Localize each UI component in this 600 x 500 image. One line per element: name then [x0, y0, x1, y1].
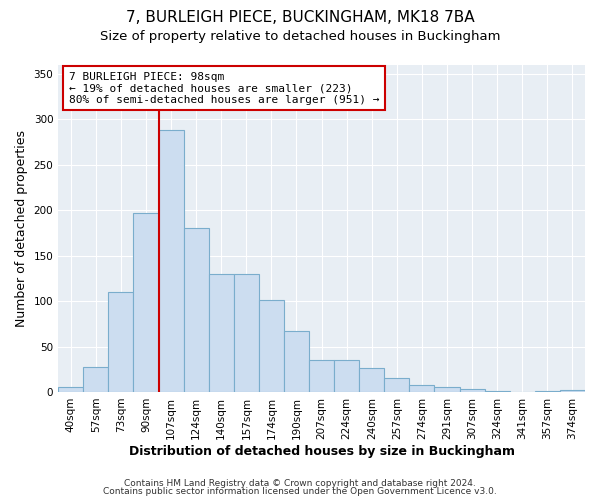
Text: 7, BURLEIGH PIECE, BUCKINGHAM, MK18 7BA: 7, BURLEIGH PIECE, BUCKINGHAM, MK18 7BA: [125, 10, 475, 25]
Bar: [83, 366, 109, 392]
Bar: [409, 384, 434, 392]
Bar: [209, 274, 234, 392]
Bar: [434, 388, 460, 392]
X-axis label: Distribution of detached houses by size in Buckingham: Distribution of detached houses by size …: [128, 444, 515, 458]
Y-axis label: Number of detached properties: Number of detached properties: [15, 130, 28, 327]
Text: Contains HM Land Registry data © Crown copyright and database right 2024.: Contains HM Land Registry data © Crown c…: [124, 478, 476, 488]
Bar: [385, 378, 409, 392]
Bar: [485, 391, 510, 392]
Bar: [359, 368, 385, 392]
Bar: [309, 360, 334, 392]
Text: 7 BURLEIGH PIECE: 98sqm
← 19% of detached houses are smaller (223)
80% of semi-d: 7 BURLEIGH PIECE: 98sqm ← 19% of detache…: [69, 72, 379, 104]
Text: Contains public sector information licensed under the Open Government Licence v3: Contains public sector information licen…: [103, 487, 497, 496]
Bar: [58, 386, 83, 392]
Bar: [259, 300, 284, 392]
Bar: [560, 390, 585, 392]
Bar: [234, 274, 259, 392]
Bar: [109, 292, 133, 392]
Text: Size of property relative to detached houses in Buckingham: Size of property relative to detached ho…: [100, 30, 500, 43]
Bar: [158, 130, 184, 392]
Bar: [334, 360, 359, 392]
Bar: [460, 389, 485, 392]
Bar: [184, 228, 209, 392]
Bar: [133, 213, 158, 392]
Bar: [284, 331, 309, 392]
Bar: [535, 391, 560, 392]
